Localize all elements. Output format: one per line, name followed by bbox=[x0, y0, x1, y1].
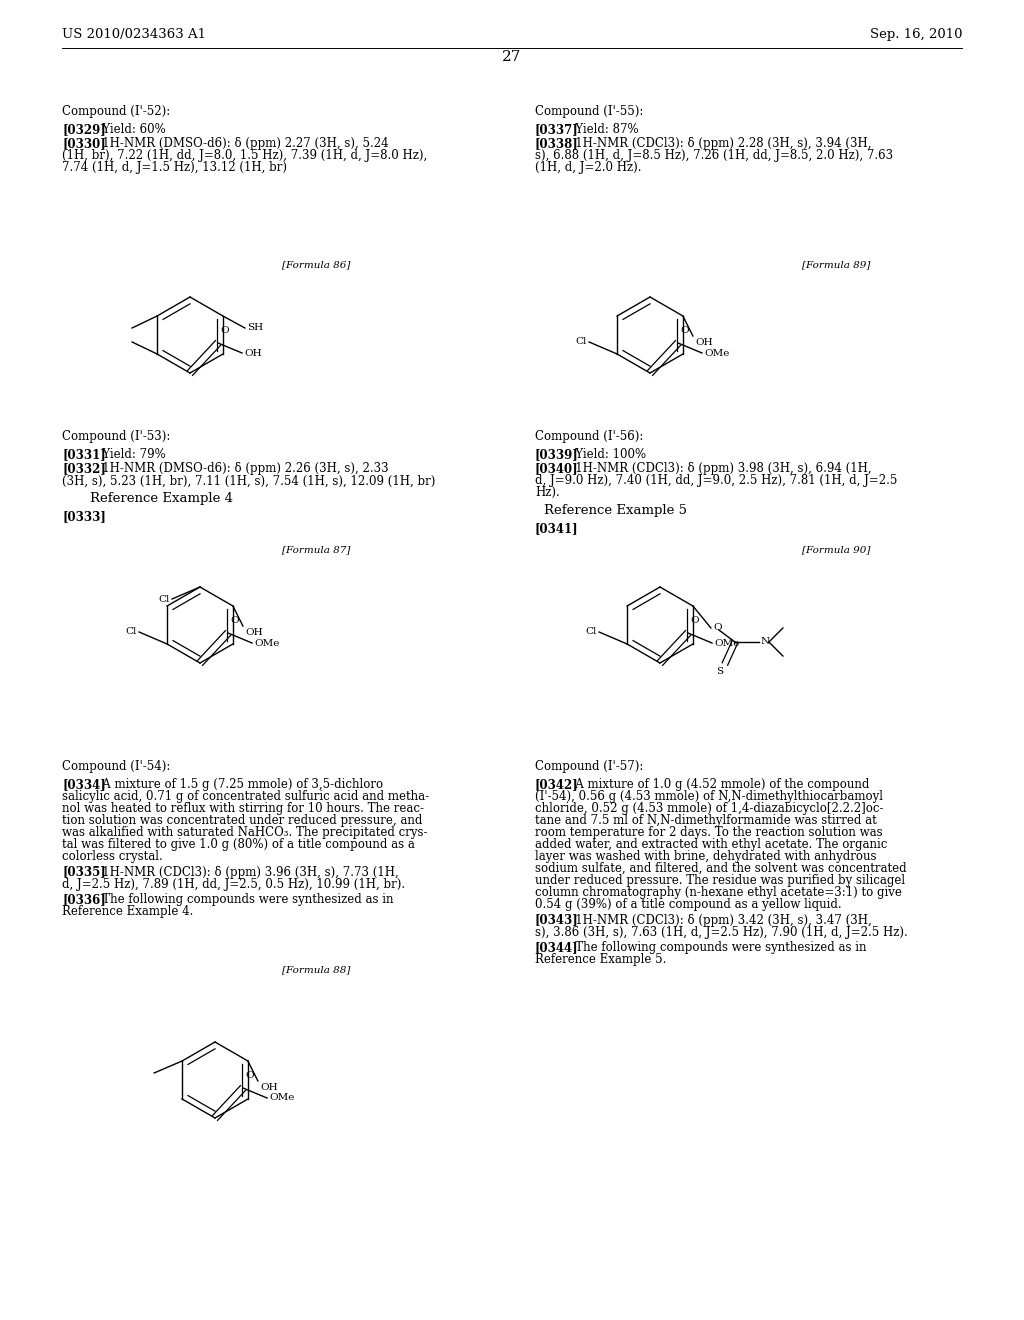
Text: OH: OH bbox=[260, 1082, 278, 1092]
Text: [0333]: [0333] bbox=[62, 511, 105, 524]
Text: 1H-NMR (CDCl3): δ (ppm) 3.98 (3H, s), 6.94 (1H,: 1H-NMR (CDCl3): δ (ppm) 3.98 (3H, s), 6.… bbox=[563, 462, 871, 475]
Text: A mixture of 1.5 g (7.25 mmole) of 3,5-dichloro: A mixture of 1.5 g (7.25 mmole) of 3,5-d… bbox=[90, 777, 383, 791]
Text: O: O bbox=[220, 326, 228, 335]
Text: Compound (I'-55):: Compound (I'-55): bbox=[535, 106, 643, 117]
Text: Yield: 87%: Yield: 87% bbox=[563, 123, 638, 136]
Text: tane and 7.5 ml of N,N-dimethylformamide was stirred at: tane and 7.5 ml of N,N-dimethylformamide… bbox=[535, 814, 877, 828]
Text: OMe: OMe bbox=[269, 1093, 294, 1102]
Text: salicylic acid, 0.71 g of concentrated sulfuric acid and metha-: salicylic acid, 0.71 g of concentrated s… bbox=[62, 789, 429, 803]
Text: s), 6.88 (1H, d, J=8.5 Hz), 7.26 (1H, dd, J=8.5, 2.0 Hz), 7.63: s), 6.88 (1H, d, J=8.5 Hz), 7.26 (1H, dd… bbox=[535, 149, 893, 162]
Text: (1H, br), 7.22 (1H, dd, J=8.0, 1.5 Hz), 7.39 (1H, d, J=8.0 Hz),: (1H, br), 7.22 (1H, dd, J=8.0, 1.5 Hz), … bbox=[62, 149, 427, 162]
Text: [Formula 88]: [Formula 88] bbox=[282, 965, 350, 974]
Text: [Formula 89]: [Formula 89] bbox=[802, 260, 870, 269]
Text: under reduced pressure. The residue was purified by silicagel: under reduced pressure. The residue was … bbox=[535, 874, 905, 887]
Text: Cl: Cl bbox=[575, 338, 587, 346]
Text: OH: OH bbox=[245, 628, 262, 638]
Text: s), 3.86 (3H, s), 7.63 (1H, d, J=2.5 Hz), 7.90 (1H, d, J=2.5 Hz).: s), 3.86 (3H, s), 7.63 (1H, d, J=2.5 Hz)… bbox=[535, 925, 907, 939]
Text: [0331]: [0331] bbox=[62, 447, 105, 461]
Text: d, J=2.5 Hz), 7.89 (1H, dd, J=2.5, 0.5 Hz), 10.99 (1H, br).: d, J=2.5 Hz), 7.89 (1H, dd, J=2.5, 0.5 H… bbox=[62, 878, 406, 891]
Text: chloride, 0.52 g (4.53 mmole) of 1,4-diazabicyclo[2.2.2]oc-: chloride, 0.52 g (4.53 mmole) of 1,4-dia… bbox=[535, 803, 884, 814]
Text: d, J=9.0 Hz), 7.40 (1H, dd, J=9.0, 2.5 Hz), 7.81 (1H, d, J=2.5: d, J=9.0 Hz), 7.40 (1H, dd, J=9.0, 2.5 H… bbox=[535, 474, 897, 487]
Text: [0340]: [0340] bbox=[535, 462, 579, 475]
Text: 1H-NMR (DMSO-d6): δ (ppm) 2.27 (3H, s), 5.24: 1H-NMR (DMSO-d6): δ (ppm) 2.27 (3H, s), … bbox=[90, 137, 388, 150]
Text: nol was heated to reflux with stirring for 10 hours. The reac-: nol was heated to reflux with stirring f… bbox=[62, 803, 424, 814]
Text: O: O bbox=[713, 623, 722, 632]
Text: [0339]: [0339] bbox=[535, 447, 579, 461]
Text: [0334]: [0334] bbox=[62, 777, 105, 791]
Text: colorless crystal.: colorless crystal. bbox=[62, 850, 163, 863]
Text: Reference Example 5.: Reference Example 5. bbox=[535, 953, 667, 966]
Text: N: N bbox=[761, 638, 770, 647]
Text: Compound (I'-52):: Compound (I'-52): bbox=[62, 106, 170, 117]
Text: SH: SH bbox=[247, 323, 263, 333]
Text: OMe: OMe bbox=[254, 639, 280, 648]
Text: [0342]: [0342] bbox=[535, 777, 579, 791]
Text: The following compounds were synthesized as in: The following compounds were synthesized… bbox=[90, 894, 393, 907]
Text: OMe: OMe bbox=[714, 639, 739, 648]
Text: [0343]: [0343] bbox=[535, 913, 579, 927]
Text: was alkalified with saturated NaHCO₃. The precipitated crys-: was alkalified with saturated NaHCO₃. Th… bbox=[62, 826, 427, 840]
Text: A mixture of 1.0 g (4.52 mmole) of the compound: A mixture of 1.0 g (4.52 mmole) of the c… bbox=[563, 777, 869, 791]
Text: [0330]: [0330] bbox=[62, 137, 105, 150]
Text: O: O bbox=[690, 616, 698, 624]
Text: 0.54 g (39%) of a title compound as a yellow liquid.: 0.54 g (39%) of a title compound as a ye… bbox=[535, 898, 842, 911]
Text: 27: 27 bbox=[503, 50, 521, 63]
Text: O: O bbox=[680, 326, 688, 335]
Text: Cl: Cl bbox=[586, 627, 597, 636]
Text: Compound (I'-53):: Compound (I'-53): bbox=[62, 430, 170, 444]
Text: layer was washed with brine, dehydrated with anhydrous: layer was washed with brine, dehydrated … bbox=[535, 850, 877, 863]
Text: column chromatography (n-hexane ethyl acetate=3:1) to give: column chromatography (n-hexane ethyl ac… bbox=[535, 886, 902, 899]
Text: OH: OH bbox=[244, 348, 261, 358]
Text: added water, and extracted with ethyl acetate. The organic: added water, and extracted with ethyl ac… bbox=[535, 838, 888, 851]
Text: S: S bbox=[716, 668, 723, 676]
Text: [0341]: [0341] bbox=[535, 523, 579, 536]
Text: Yield: 100%: Yield: 100% bbox=[563, 447, 646, 461]
Text: Yield: 79%: Yield: 79% bbox=[90, 447, 165, 461]
Text: [0344]: [0344] bbox=[535, 941, 579, 954]
Text: OMe: OMe bbox=[705, 348, 729, 358]
Text: room temperature for 2 days. To the reaction solution was: room temperature for 2 days. To the reac… bbox=[535, 826, 883, 840]
Text: 1H-NMR (CDCl3): δ (ppm) 3.96 (3H, s), 7.73 (1H,: 1H-NMR (CDCl3): δ (ppm) 3.96 (3H, s), 7.… bbox=[90, 866, 398, 879]
Text: Cl: Cl bbox=[126, 627, 137, 636]
Text: The following compounds were synthesized as in: The following compounds were synthesized… bbox=[563, 941, 866, 954]
Text: [0335]: [0335] bbox=[62, 866, 105, 879]
Text: [0337]: [0337] bbox=[535, 123, 579, 136]
Text: [0336]: [0336] bbox=[62, 894, 105, 907]
Text: Cl: Cl bbox=[159, 594, 170, 603]
Text: [Formula 87]: [Formula 87] bbox=[282, 545, 350, 554]
Text: tion solution was concentrated under reduced pressure, and: tion solution was concentrated under red… bbox=[62, 814, 422, 828]
Text: [0338]: [0338] bbox=[535, 137, 579, 150]
Text: Reference Example 4: Reference Example 4 bbox=[90, 492, 233, 506]
Text: Hz).: Hz). bbox=[535, 486, 560, 499]
Text: 1H-NMR (DMSO-d6): δ (ppm) 2.26 (3H, s), 2.33: 1H-NMR (DMSO-d6): δ (ppm) 2.26 (3H, s), … bbox=[90, 462, 388, 475]
Text: US 2010/0234363 A1: US 2010/0234363 A1 bbox=[62, 28, 206, 41]
Text: O: O bbox=[230, 616, 239, 624]
Text: (1H, d, J=2.0 Hz).: (1H, d, J=2.0 Hz). bbox=[535, 161, 641, 174]
Text: Compound (I'-54):: Compound (I'-54): bbox=[62, 760, 170, 774]
Text: 7.74 (1H, d, J=1.5 Hz), 13.12 (1H, br): 7.74 (1H, d, J=1.5 Hz), 13.12 (1H, br) bbox=[62, 161, 287, 174]
Text: 1H-NMR (CDCl3): δ (ppm) 3.42 (3H, s), 3.47 (3H,: 1H-NMR (CDCl3): δ (ppm) 3.42 (3H, s), 3.… bbox=[563, 913, 871, 927]
Text: sodium sulfate, and filtered, and the solvent was concentrated: sodium sulfate, and filtered, and the so… bbox=[535, 862, 906, 875]
Text: OH: OH bbox=[695, 338, 713, 347]
Text: (I'-54), 0.56 g (4.53 mmole) of N,N-dimethylthiocarbamoyl: (I'-54), 0.56 g (4.53 mmole) of N,N-dime… bbox=[535, 789, 883, 803]
Text: [Formula 86]: [Formula 86] bbox=[282, 260, 350, 269]
Text: 1H-NMR (CDCl3): δ (ppm) 2.28 (3H, s), 3.94 (3H,: 1H-NMR (CDCl3): δ (ppm) 2.28 (3H, s), 3.… bbox=[563, 137, 871, 150]
Text: [0329]: [0329] bbox=[62, 123, 105, 136]
Text: Reference Example 5: Reference Example 5 bbox=[544, 504, 686, 517]
Text: Reference Example 4.: Reference Example 4. bbox=[62, 906, 194, 919]
Text: Yield: 60%: Yield: 60% bbox=[90, 123, 165, 136]
Text: [0332]: [0332] bbox=[62, 462, 105, 475]
Text: Compound (I'-56):: Compound (I'-56): bbox=[535, 430, 643, 444]
Text: (3H, s), 5.23 (1H, br), 7.11 (1H, s), 7.54 (1H, s), 12.09 (1H, br): (3H, s), 5.23 (1H, br), 7.11 (1H, s), 7.… bbox=[62, 474, 435, 487]
Text: [Formula 90]: [Formula 90] bbox=[802, 545, 870, 554]
Text: Sep. 16, 2010: Sep. 16, 2010 bbox=[869, 28, 962, 41]
Text: tal was filtered to give 1.0 g (80%) of a title compound as a: tal was filtered to give 1.0 g (80%) of … bbox=[62, 838, 415, 851]
Text: Compound (I'-57):: Compound (I'-57): bbox=[535, 760, 643, 774]
Text: O: O bbox=[245, 1071, 254, 1080]
